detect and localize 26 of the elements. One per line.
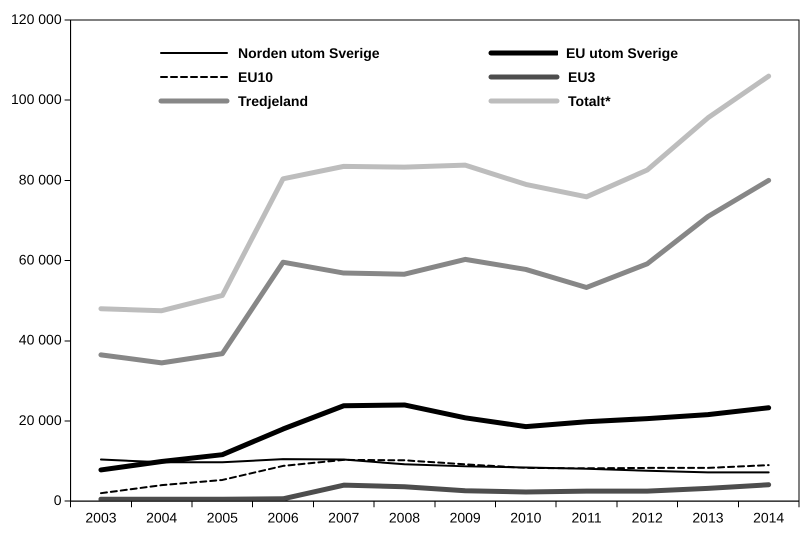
- x-tick-label: 2014: [753, 509, 784, 526]
- y-tick-label: 120 000: [10, 10, 62, 27]
- x-tick-label: 2010: [510, 509, 542, 526]
- legend-label: Norden utom Sverige: [238, 45, 380, 61]
- y-tick-label: 20 000: [18, 412, 62, 428]
- y-tick-label: 100 000: [10, 91, 62, 108]
- x-tick-label: 2011: [571, 509, 602, 526]
- x-tick-label: 2013: [692, 509, 724, 526]
- x-tick-label: 2007: [328, 509, 360, 526]
- legend-label: EU3: [568, 69, 596, 85]
- legend-label: EU10: [238, 69, 274, 85]
- x-tick-label: 2005: [206, 509, 238, 526]
- y-tick-label: 80 000: [18, 171, 62, 188]
- y-tick-label: 0: [54, 492, 62, 508]
- x-tick-label: 2006: [267, 509, 299, 526]
- x-tick-label: 2003: [85, 509, 117, 526]
- x-tick-label: 2009: [450, 509, 481, 526]
- x-tick-label: 2008: [388, 509, 420, 526]
- legend-label: EU utom Sverige: [566, 45, 678, 61]
- legend-label: Tredjeland: [238, 93, 308, 109]
- x-tick-label: 2004: [146, 509, 178, 526]
- y-tick-label: 40 000: [18, 332, 62, 348]
- line-series: [100, 458, 770, 494]
- legend-label: Totalt*: [568, 93, 611, 109]
- y-tick-label: 60 000: [18, 251, 62, 268]
- x-tick-label: 2012: [632, 509, 664, 526]
